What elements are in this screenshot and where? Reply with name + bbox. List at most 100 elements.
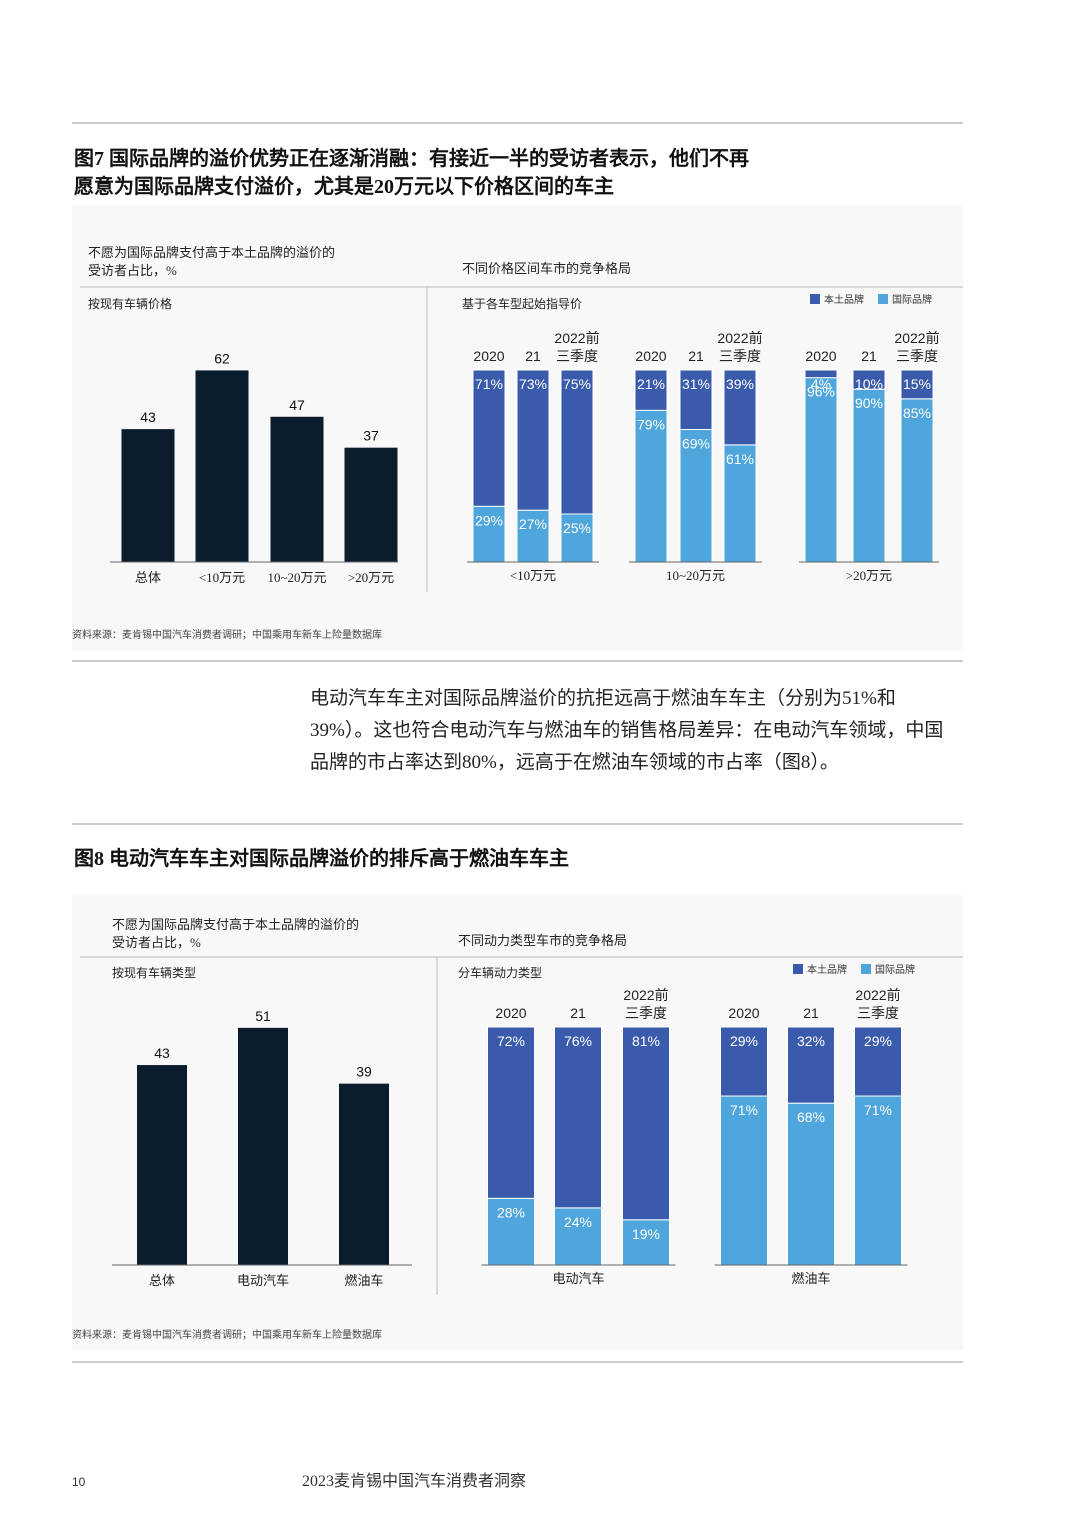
data-label: 62 xyxy=(214,350,230,366)
bar xyxy=(195,370,249,562)
data-label: 71% xyxy=(475,376,503,392)
data-label: 29% xyxy=(730,1033,758,1049)
stacked-segment xyxy=(634,409,668,563)
bar xyxy=(137,1065,187,1265)
data-label: 29% xyxy=(475,512,503,528)
stacked-segment xyxy=(472,505,506,563)
column-header: 2022前 xyxy=(623,987,668,1003)
data-label: 71% xyxy=(730,1102,758,1118)
data-label: 32% xyxy=(797,1033,825,1049)
stacked-segment xyxy=(720,1026,768,1097)
data-label: 10% xyxy=(855,376,883,392)
data-label: 72% xyxy=(497,1033,525,1049)
category-label: 10~20万元 xyxy=(267,570,326,585)
legend-swatch xyxy=(861,964,871,974)
column-header: 21 xyxy=(861,348,877,364)
column-header: 2022前 xyxy=(894,330,939,346)
data-label: 73% xyxy=(519,376,547,392)
stacked-segment xyxy=(554,1207,602,1266)
data-label: 15% xyxy=(903,376,931,392)
data-label: 81% xyxy=(632,1033,660,1049)
data-label: 24% xyxy=(564,1214,592,1230)
group-label: 燃油车 xyxy=(791,1271,830,1286)
chart-title: 不愿为国际品牌支付高于本土品牌的溢价的 xyxy=(88,245,335,260)
group-label: >20万元 xyxy=(846,568,892,583)
column-header: 三季度 xyxy=(896,349,938,365)
data-label: 4% xyxy=(811,376,831,392)
data-label: 39 xyxy=(356,1064,372,1080)
bar xyxy=(344,447,398,562)
bar xyxy=(238,1027,288,1265)
column-header: 三季度 xyxy=(857,1006,899,1022)
column-header: 2022前 xyxy=(717,330,762,346)
stacked-segment xyxy=(554,1026,602,1209)
data-label: 29% xyxy=(864,1033,892,1049)
group-label: <10万元 xyxy=(510,568,556,583)
stacked-segment xyxy=(804,369,838,379)
page-number: 10 xyxy=(72,1475,86,1489)
stacked-segment xyxy=(720,1095,768,1266)
body-text: 39%）。这也符合电动汽车与燃油车的销售格局差异：在电动汽车领域，中国 xyxy=(310,719,943,741)
category-label: 燃油车 xyxy=(344,1273,383,1288)
data-label: 43 xyxy=(154,1045,170,1061)
column-header: 21 xyxy=(803,1005,819,1021)
data-label: 28% xyxy=(497,1204,525,1220)
stacked-segment xyxy=(852,388,886,563)
bar xyxy=(339,1083,389,1265)
data-label: 90% xyxy=(855,395,883,411)
data-label: 25% xyxy=(563,520,591,536)
category-label: <10万元 xyxy=(199,570,245,585)
data-label: 71% xyxy=(864,1102,892,1118)
data-label: 47 xyxy=(289,397,305,413)
data-label: 39% xyxy=(726,376,754,392)
stacked-segment xyxy=(723,369,757,446)
column-header: 21 xyxy=(688,348,704,364)
stacked-segment xyxy=(679,429,713,563)
chart-subtitle: 基于各车型起始指导价 xyxy=(462,296,582,311)
data-label: 19% xyxy=(632,1226,660,1242)
data-label: 76% xyxy=(564,1033,592,1049)
source: 资料来源：麦肯锡中国汽车消费者调研；中国乘用车新车上险量数据库 xyxy=(72,1328,382,1341)
chart-title: 不同动力类型车市的竞争格局 xyxy=(458,933,627,948)
column-header: 2020 xyxy=(728,1005,759,1021)
figure-title: 愿意为国际品牌支付溢价，尤其是20万元以下价格区间的车主 xyxy=(74,174,614,198)
column-header: 21 xyxy=(525,348,541,364)
stacked-segment xyxy=(852,369,886,390)
chart-title: 受访者占比，% xyxy=(112,935,201,950)
chart-title: 不愿为国际品牌支付高于本土品牌的溢价的 xyxy=(112,917,359,932)
footer-title: 2023麦肯锡中国汽车消费者洞察 xyxy=(302,1472,526,1490)
stacked-segment xyxy=(787,1026,835,1104)
data-label: 96% xyxy=(807,384,835,400)
chart-title: 不同价格区间车市的竞争格局 xyxy=(462,261,631,276)
chart-subtitle: 分车辆动力类型 xyxy=(458,965,542,980)
column-header: 三季度 xyxy=(719,349,761,365)
data-label: 21% xyxy=(637,376,665,392)
column-header: 21 xyxy=(570,1005,586,1021)
stacked-segment xyxy=(804,377,838,563)
legend-label: 本土品牌 xyxy=(807,963,847,976)
body-text: 品牌的市占率达到80%，远高于在燃油车领域的市占率（图8）。 xyxy=(310,751,839,773)
stacked-segment xyxy=(854,1095,902,1266)
chart-title: 受访者占比，% xyxy=(88,263,177,278)
legend-swatch xyxy=(793,964,803,974)
column-header: 三季度 xyxy=(556,349,598,365)
data-label: 31% xyxy=(682,376,710,392)
chart-subtitle: 按现有车辆价格 xyxy=(88,296,172,311)
bar xyxy=(121,429,175,562)
stacked-segment xyxy=(900,398,934,563)
data-label: 37 xyxy=(363,428,379,444)
stacked-segment xyxy=(854,1026,902,1097)
bar xyxy=(270,416,324,562)
source: 资料来源：麦肯锡中国汽车消费者调研；中国乘用车新车上险量数据库 xyxy=(72,628,382,641)
column-header: 2020 xyxy=(473,348,504,364)
stacked-segment xyxy=(787,1102,835,1266)
column-header: 三季度 xyxy=(625,1006,667,1022)
legend-swatch xyxy=(810,294,820,304)
data-label: 68% xyxy=(797,1109,825,1125)
group-label: 10~20万元 xyxy=(666,568,725,583)
data-label: 61% xyxy=(726,451,754,467)
stacked-segment xyxy=(622,1026,670,1221)
category-label: >20万元 xyxy=(348,570,394,585)
stacked-segment xyxy=(900,369,934,400)
figure-title: 图7 国际品牌的溢价优势正在逐渐消融：有接近一半的受访者表示，他们不再 xyxy=(74,146,749,170)
